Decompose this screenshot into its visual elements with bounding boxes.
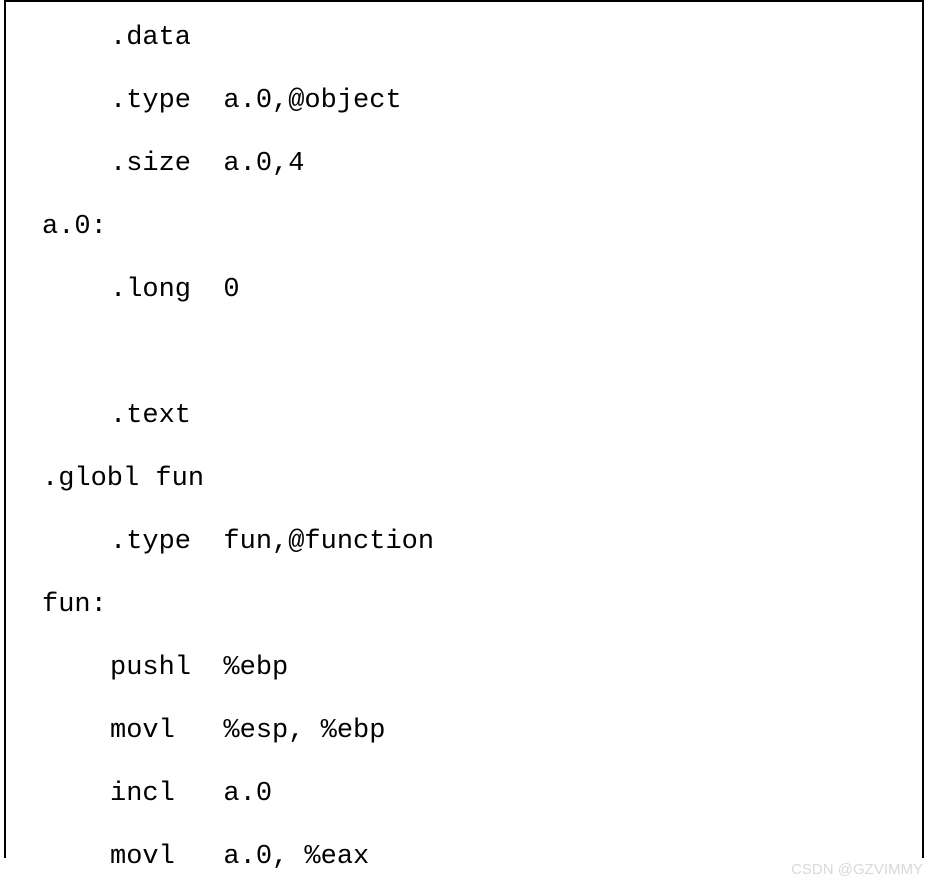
code-frame: .data .type a.0,@object .size a.0,4 a.0:… bbox=[4, 0, 924, 858]
code-line: .type a.0,@object bbox=[110, 75, 402, 128]
code-line: .globl fun bbox=[42, 453, 204, 506]
code-line: a.0: bbox=[42, 201, 107, 254]
code-line: .type fun,@function bbox=[110, 516, 434, 569]
code-line: fun: bbox=[42, 579, 107, 632]
code-line: .size a.0,4 bbox=[110, 138, 304, 191]
code-line: .text bbox=[110, 390, 191, 443]
code-line: movl a.0, %eax bbox=[110, 831, 369, 884]
code-line: movl %esp, %ebp bbox=[110, 705, 385, 758]
code-line: incl a.0 bbox=[110, 768, 272, 821]
code-line: .data bbox=[110, 12, 191, 65]
watermark-text: CSDN @GZVIMMY bbox=[791, 861, 923, 878]
code-line: .long 0 bbox=[110, 264, 240, 317]
code-line: pushl %ebp bbox=[110, 642, 288, 695]
